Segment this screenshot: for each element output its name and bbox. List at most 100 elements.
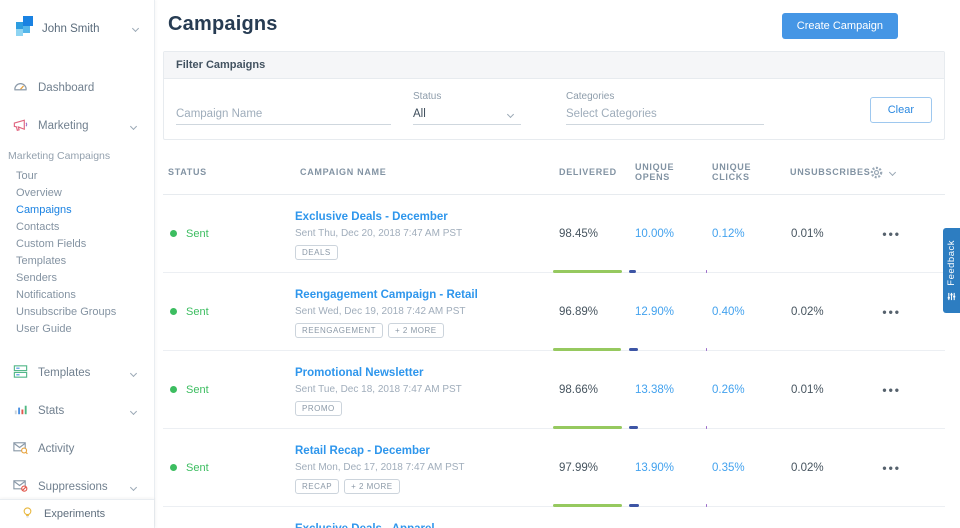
categories-input[interactable] bbox=[566, 104, 764, 125]
campaign-tags: PROMO bbox=[295, 401, 553, 416]
sidebar-item-user-guide[interactable]: User Guide bbox=[16, 323, 72, 335]
sidebar-item-experiments[interactable]: Experiments bbox=[0, 499, 154, 528]
sidebar-item-templates[interactable]: Templates bbox=[0, 354, 154, 392]
opens-progress-bar bbox=[629, 426, 639, 429]
account-name: John Smith bbox=[42, 22, 100, 35]
status-filter-label: Status bbox=[413, 91, 442, 102]
chevron-down-icon bbox=[129, 483, 138, 491]
page-title: Campaigns bbox=[168, 13, 278, 35]
sidebar-item-notifications[interactable]: Notifications bbox=[16, 289, 76, 301]
chevron-down-icon bbox=[129, 407, 138, 415]
sidebar-item-tour[interactable]: Tour bbox=[16, 170, 38, 182]
megaphone-icon bbox=[12, 116, 29, 136]
sidebar-item-marketing[interactable]: Marketing bbox=[0, 107, 154, 145]
tag-more-badge: + 2 MORE bbox=[344, 479, 400, 494]
campaign-name-link[interactable]: Exclusive Deals - December bbox=[295, 211, 448, 223]
column-header-unique-opens: UNIQUE OPENS bbox=[635, 162, 675, 182]
opens-progress-bar bbox=[629, 348, 639, 351]
chevron-down-icon bbox=[129, 369, 138, 377]
unsubscribes-value: 0.02% bbox=[791, 305, 824, 318]
delivered-progress-bar bbox=[553, 348, 621, 351]
sidebar-item-campaigns[interactable]: Campaigns bbox=[16, 204, 72, 216]
sidebar-item-label: Stats bbox=[38, 405, 65, 417]
row-actions-menu[interactable]: ••• bbox=[882, 226, 901, 241]
sidebar: John Smith Dashboard Marketing bbox=[0, 0, 155, 528]
status-label: Sent bbox=[186, 461, 209, 474]
campaign-name-link[interactable]: Promotional Newsletter bbox=[295, 367, 424, 379]
table-row: Sent Retail Recap - December Sent Mon, D… bbox=[163, 429, 945, 507]
campaign-cell: Exclusive Deals - Apparel Sent Sun, Dec … bbox=[295, 519, 553, 528]
delivered-progress-bar bbox=[553, 504, 622, 507]
campaign-cell: Reengagement Campaign - Retail Sent Wed,… bbox=[295, 285, 553, 338]
sidebar-item-label: Activity bbox=[38, 443, 75, 455]
status-label: Sent bbox=[186, 227, 209, 240]
delivered-value: 98.45% bbox=[559, 227, 599, 240]
campaign-name-link[interactable]: Retail Recap - December bbox=[295, 445, 430, 457]
campaign-tags: RECAP + 2 MORE bbox=[295, 479, 553, 494]
row-actions-menu[interactable]: ••• bbox=[882, 460, 901, 475]
opens-progress-bar bbox=[629, 504, 639, 507]
delivered-value: 96.89% bbox=[559, 305, 599, 318]
sidebar-item-custom-fields[interactable]: Custom Fields bbox=[16, 238, 87, 250]
campaign-sent-date: Sent Tue, Dec 18, 2018 7:47 AM PST bbox=[295, 384, 462, 395]
column-header-status: STATUS bbox=[168, 167, 207, 177]
status-cell: Sent bbox=[163, 228, 295, 240]
campaign-sent-date: Sent Thu, Dec 20, 2018 7:47 AM PST bbox=[295, 228, 463, 239]
row-actions-menu[interactable]: ••• bbox=[882, 382, 901, 397]
status-select-value: All bbox=[413, 108, 426, 120]
clear-filters-button[interactable]: Clear bbox=[869, 97, 932, 123]
chevron-down-icon bbox=[506, 110, 515, 118]
sent-status-dot bbox=[170, 308, 177, 315]
sidebar-item-unsubscribe-groups[interactable]: Unsubscribe Groups bbox=[16, 306, 117, 318]
sidebar-item-templates-sub[interactable]: Templates bbox=[16, 255, 67, 267]
filter-panel-body: Status All Categories Clear bbox=[164, 79, 944, 139]
sidebar-item-label: Suppressions bbox=[38, 481, 108, 493]
column-settings-menu[interactable] bbox=[867, 165, 945, 180]
account-menu[interactable]: John Smith bbox=[0, 0, 154, 53]
unique-opens-value: 10.00% bbox=[635, 227, 675, 240]
status-cell: Sent bbox=[163, 384, 295, 396]
campaign-name-link[interactable]: Reengagement Campaign - Retail bbox=[295, 289, 478, 301]
chevron-down-icon bbox=[129, 122, 138, 130]
tag-badge: RECAP bbox=[295, 479, 340, 494]
page-header: Campaigns Create Campaign bbox=[155, 0, 960, 39]
unique-opens-value: 12.90% bbox=[635, 305, 675, 318]
chevron-down-icon bbox=[131, 24, 140, 33]
table-row: Sent Exclusive Deals - December Sent Thu… bbox=[163, 195, 945, 273]
feedback-tab[interactable]: Feedback bbox=[943, 228, 960, 313]
sidebar-item-suppressions[interactable]: Suppressions bbox=[0, 468, 154, 506]
create-campaign-button[interactable]: Create Campaign bbox=[781, 13, 898, 39]
sidebar-item-contacts[interactable]: Contacts bbox=[16, 221, 60, 233]
status-label: Sent bbox=[186, 383, 209, 396]
feedback-tab-label: Feedback bbox=[946, 240, 957, 286]
unsubscribes-value: 0.01% bbox=[791, 227, 824, 240]
campaigns-table: STATUS CAMPAIGN NAME DELIVERED UNIQUE OP… bbox=[163, 150, 945, 528]
status-cell: Sent bbox=[163, 462, 295, 474]
campaign-tags: REENGAGEMENT + 2 MORE bbox=[295, 323, 553, 338]
column-header-campaign-name: CAMPAIGN NAME bbox=[300, 167, 387, 177]
opens-progress-bar bbox=[629, 270, 636, 273]
delivered-progress-bar bbox=[553, 426, 623, 429]
campaign-cell: Retail Recap - December Sent Mon, Dec 17… bbox=[295, 441, 553, 494]
main-content: Campaigns Create Campaign Filter Campaig… bbox=[155, 0, 960, 528]
campaign-name-link[interactable]: Exclusive Deals - Apparel bbox=[295, 523, 435, 528]
sidebar-item-dashboard[interactable]: Dashboard bbox=[0, 69, 154, 107]
campaign-cell: Exclusive Deals - December Sent Thu, Dec… bbox=[295, 207, 553, 260]
unique-clicks-value: 0.26% bbox=[712, 383, 745, 396]
sidebar-item-senders[interactable]: Senders bbox=[16, 272, 57, 284]
lightbulb-icon bbox=[20, 505, 35, 523]
sendgrid-logo-icon bbox=[12, 15, 34, 42]
sidebar-item-label: Templates bbox=[38, 367, 91, 379]
status-select[interactable]: All bbox=[413, 104, 521, 125]
sidebar-section-marketing-campaigns: Marketing Campaigns bbox=[8, 150, 111, 162]
sent-status-dot bbox=[170, 386, 177, 393]
sidebar-item-overview[interactable]: Overview bbox=[16, 187, 62, 199]
campaign-name-input[interactable] bbox=[176, 104, 391, 125]
status-label: Sent bbox=[186, 305, 209, 318]
sidebar-item-stats[interactable]: Stats bbox=[0, 392, 154, 430]
table-header-row: STATUS CAMPAIGN NAME DELIVERED UNIQUE OP… bbox=[163, 150, 945, 195]
filter-campaigns-panel: Filter Campaigns Status All Categories C… bbox=[163, 51, 945, 140]
sidebar-item-activity[interactable]: Activity bbox=[0, 430, 154, 468]
row-actions-menu[interactable]: ••• bbox=[882, 304, 901, 319]
gear-icon bbox=[870, 166, 883, 178]
